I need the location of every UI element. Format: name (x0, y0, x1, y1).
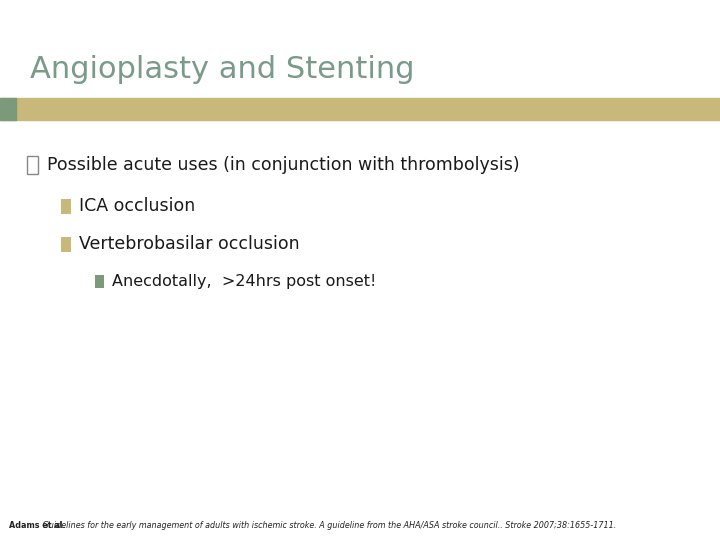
Bar (61, 199, 71, 214)
Bar (27, 156, 38, 174)
Text: Anecdotally,  >24hrs post onset!: Anecdotally, >24hrs post onset! (112, 274, 376, 289)
Text: Guidelines for the early management of adults with ischemic stroke. A guideline : Guidelines for the early management of a… (40, 521, 616, 530)
Text: Adams et al.: Adams et al. (9, 521, 66, 530)
Text: Possible acute uses (in conjunction with thrombolysis): Possible acute uses (in conjunction with… (47, 156, 519, 174)
Text: Vertebrobasilar occlusion: Vertebrobasilar occlusion (79, 235, 300, 253)
Bar (95, 275, 104, 288)
Text: ICA occlusion: ICA occlusion (79, 197, 195, 215)
Bar (0, 98, 720, 120)
Bar (0, 98, 16, 120)
Bar (61, 237, 71, 252)
Text: Angioplasty and Stenting: Angioplasty and Stenting (30, 55, 415, 84)
